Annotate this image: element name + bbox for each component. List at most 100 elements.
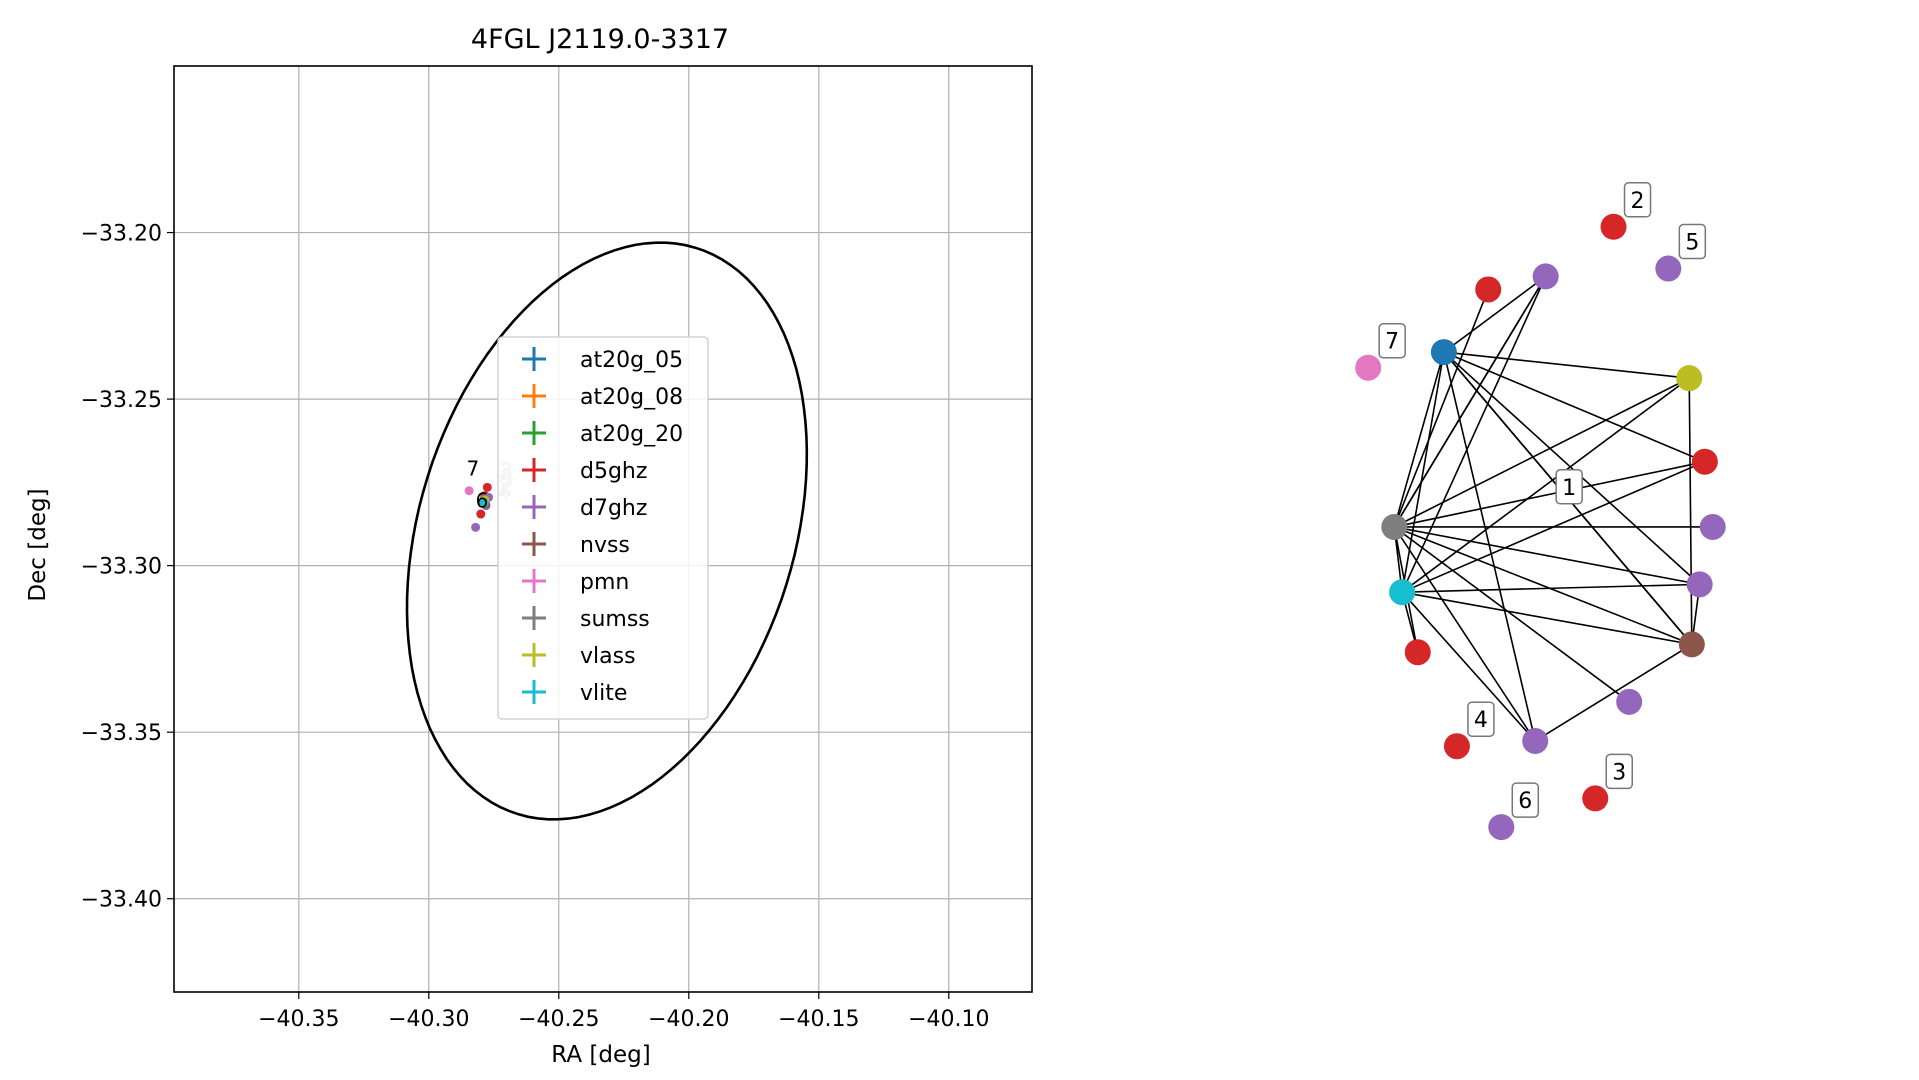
graph-edge — [1393, 351, 1445, 528]
graph-node — [1381, 513, 1408, 540]
graph-node — [1686, 571, 1713, 598]
edge-layer — [1393, 275, 1713, 742]
x-tick-label: −40.10 — [908, 1007, 989, 1032]
graph-edge — [1401, 276, 1547, 593]
point-vlite — [479, 498, 489, 508]
graph-edge — [1393, 289, 1489, 528]
graph-edge — [1393, 526, 1630, 703]
graph-edge — [1443, 351, 1706, 463]
node-label: 1 — [1562, 476, 1576, 501]
x-tick-label: −40.20 — [648, 1007, 729, 1032]
point-d5ghz — [482, 482, 492, 492]
node-label-box — [1467, 701, 1495, 737]
legend-box — [497, 336, 709, 720]
node-label-box — [1378, 322, 1406, 359]
graph-edge — [1401, 377, 1690, 593]
graph-node — [1430, 339, 1457, 366]
x-tick-label: −40.15 — [778, 1007, 859, 1032]
chart-title: 4FGL J2119.0-3317 — [471, 24, 729, 55]
legend-label: at20g_08 — [580, 385, 683, 410]
x-tick-label: −40.35 — [258, 1007, 339, 1032]
node-label: 4 — [1474, 708, 1488, 733]
legend-label: sumss — [580, 607, 650, 632]
node-label-box — [1555, 469, 1583, 505]
legend-label: d7ghz — [580, 496, 647, 521]
y-tick-label: −33.20 — [81, 222, 162, 247]
error-ellipse — [405, 241, 809, 821]
graph-edge — [1443, 351, 1701, 585]
plot-frame — [173, 65, 1033, 993]
graph-edge — [1393, 526, 1536, 742]
graph-node — [1488, 814, 1515, 841]
graph-node — [1522, 727, 1549, 754]
graph-edge — [1443, 351, 1690, 379]
point-label: 7 — [467, 457, 480, 481]
legend-label: vlass — [580, 644, 636, 669]
y-tick-label: −33.30 — [81, 555, 162, 580]
graph-node — [1699, 513, 1726, 540]
graph-edge — [1401, 591, 1536, 742]
graph-node — [1475, 276, 1502, 303]
graph-node — [1443, 733, 1470, 760]
ellipse-layer — [405, 241, 809, 821]
legend-label: at20g_05 — [580, 348, 683, 373]
graph-node — [1389, 579, 1416, 606]
y-axis-label: Dec [deg] — [25, 488, 51, 601]
y-tick-label: −33.35 — [81, 721, 162, 746]
graph-edge — [1534, 643, 1693, 742]
graph-edge — [1443, 275, 1547, 353]
point-d7ghz — [471, 522, 481, 532]
graph-node — [1532, 263, 1559, 290]
graph-edge — [1401, 591, 1692, 646]
point-layer — [464, 482, 494, 532]
node-label: 6 — [1518, 789, 1532, 814]
point-label: 6 — [476, 488, 489, 512]
legend-label: vlite — [580, 681, 627, 706]
graph-node — [1678, 631, 1705, 658]
graph-edge — [1688, 378, 1693, 645]
graph-edge — [1401, 351, 1445, 593]
graph-node — [1600, 213, 1627, 240]
legend: at20g_05 at20g_08 at20g_20 d5ghz d7ghz nvss pm… — [497, 336, 709, 720]
node-label-box — [1511, 782, 1540, 818]
legend-label: nvss — [580, 533, 630, 558]
node-layer — [1355, 213, 1726, 841]
graph-edge — [1393, 526, 1693, 646]
legend-label: d5ghz — [580, 459, 647, 484]
node-label: 5 — [1685, 231, 1699, 256]
graph-node — [1355, 354, 1382, 381]
node-label-box — [1623, 182, 1652, 218]
sky-map-chart: 4FGL J2119.0-3317 735246 at20g_05at20g_0… — [25, 24, 1033, 1068]
x-axis-label: RA [deg] — [551, 1042, 650, 1068]
node-label-box — [1678, 223, 1707, 260]
x-tick-label: −40.30 — [388, 1007, 469, 1032]
legend-label: at20g_20 — [580, 422, 683, 447]
point-pmn — [464, 486, 474, 496]
graph-node — [1676, 365, 1703, 392]
node-label: 7 — [1385, 330, 1399, 355]
y-tick-label: −33.40 — [81, 888, 162, 913]
graph-edge — [1394, 526, 1700, 586]
graph-edge — [1443, 351, 1536, 742]
legend-label: pmn — [580, 570, 629, 595]
node-label: 2 — [1631, 189, 1645, 214]
x-axis-ticks: −40.35 −40.30 −40.25 −40.20 −40.15 −40.10 — [258, 992, 990, 1032]
graph-edge — [1401, 460, 1706, 593]
y-axis-ticks: −33.20 −33.25 −33.30 −33.35 −33.40 — [81, 222, 174, 913]
node-label-layer: 1 2 3 4 5 6 7 — [1378, 182, 1707, 818]
graph-node — [1691, 448, 1718, 475]
node-label: 3 — [1612, 760, 1626, 785]
graph-node — [1616, 688, 1643, 715]
graph-edge — [1393, 275, 1547, 528]
network-graph: 1 2 3 4 5 6 7 — [1355, 182, 1726, 841]
x-tick-label: −40.25 — [518, 1007, 599, 1032]
graph-node — [1582, 785, 1609, 812]
node-label-box — [1605, 753, 1633, 790]
y-tick-label: −33.25 — [81, 388, 162, 413]
graph-edge — [1402, 583, 1700, 593]
graph-node — [1655, 255, 1682, 282]
graph-edge — [1394, 460, 1706, 528]
graph-node — [1404, 639, 1431, 666]
point-d5ghz — [476, 509, 486, 519]
